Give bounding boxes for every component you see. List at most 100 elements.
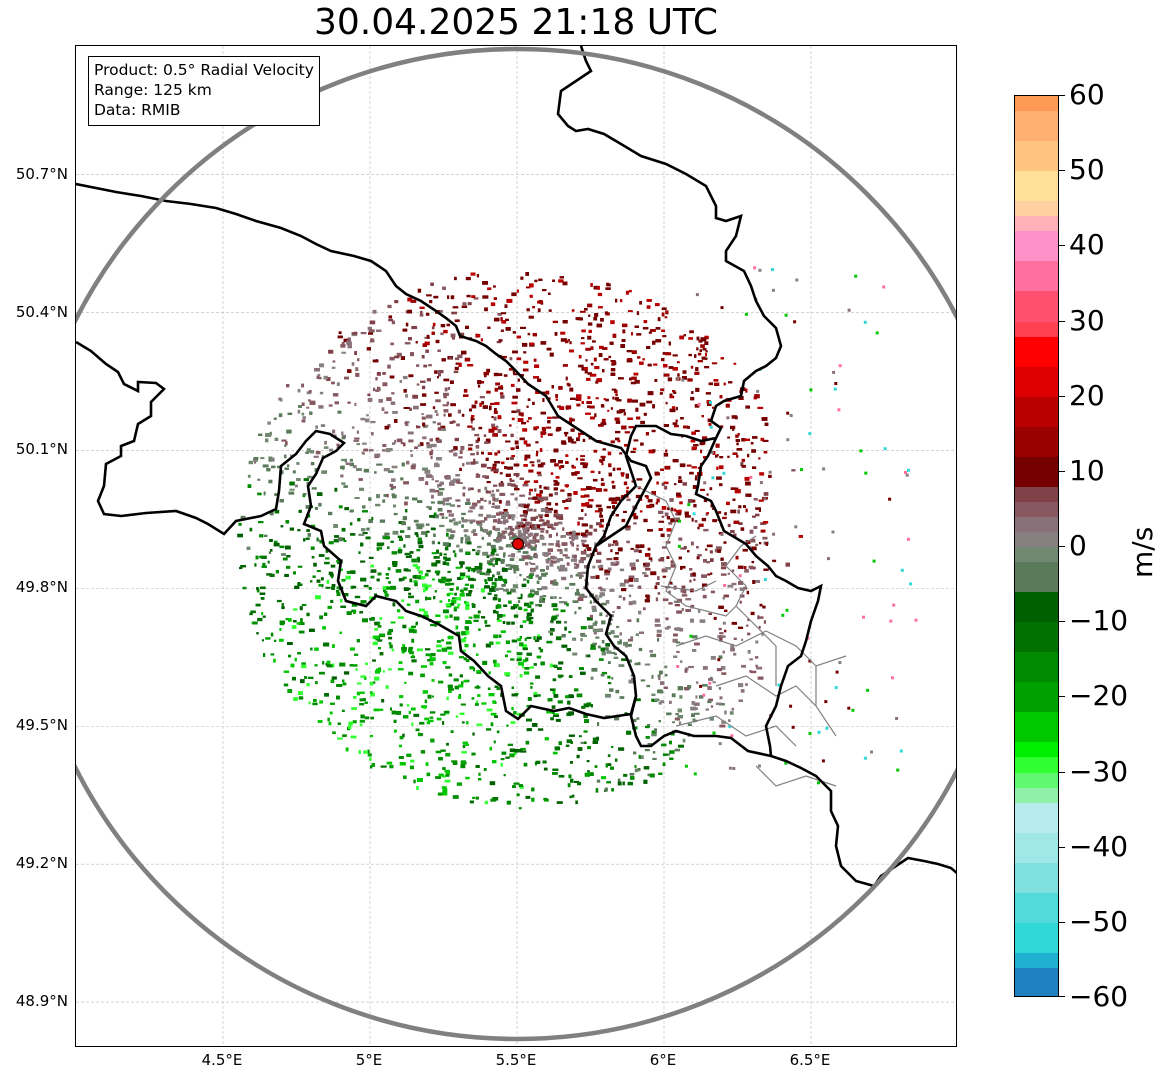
echo-pixel (497, 614, 503, 618)
echo-pixel (396, 438, 403, 443)
echo-pixel (603, 536, 607, 540)
echo-pixel (433, 514, 439, 519)
echo-pixel (517, 550, 521, 553)
echo-pixel (523, 536, 530, 539)
echo-pixel (565, 484, 569, 488)
echo-pixel (566, 739, 572, 744)
echo-pixel (658, 510, 664, 514)
echo-pixel (676, 492, 681, 496)
echo-pixel (308, 390, 312, 393)
echo-pixel (358, 533, 365, 536)
echo-pixel (702, 348, 707, 351)
echo-pixel (274, 437, 279, 441)
echo-pixel (422, 436, 427, 440)
echo-pixel (344, 507, 349, 511)
echo-pixel (752, 466, 757, 469)
echo-pixel (494, 527, 500, 532)
echo-pixel (289, 527, 294, 531)
echo-pixel (482, 475, 487, 478)
echo-pixel (328, 349, 334, 354)
echo-pixel (262, 562, 266, 567)
echo-pixel (733, 520, 740, 524)
echo-pixel (572, 531, 576, 535)
echo-pixel (610, 766, 614, 770)
echo-pixel (330, 564, 336, 568)
echo-pixel (279, 499, 284, 503)
echo-pixel (437, 349, 441, 352)
echo-pixel (625, 475, 629, 479)
echo-pixel (579, 310, 586, 313)
echo-pixel (350, 570, 356, 574)
echo-pixel (426, 505, 430, 509)
echo-pixel (555, 502, 559, 506)
echo-pixel (412, 575, 415, 579)
echo-pixel (386, 397, 392, 401)
echo-pixel (331, 584, 336, 587)
echo-pixel (635, 544, 640, 549)
echo-pixel (555, 398, 558, 401)
echo-pixel (437, 507, 443, 512)
echo-pixel (569, 349, 574, 353)
echo-pixel (465, 502, 471, 505)
echo-pixel (705, 708, 709, 711)
echo-pixel (588, 625, 594, 629)
echo-pixel (306, 391, 312, 395)
echo-pixel (581, 337, 585, 340)
echo-pixel (337, 737, 343, 740)
echo-pixel (657, 689, 663, 694)
echo-pixel (292, 470, 296, 474)
echo-pixel (341, 436, 346, 440)
echo-pixel (267, 421, 271, 425)
echo-pixel (614, 390, 618, 394)
echo-pixel (393, 719, 397, 723)
echo-pixel (460, 446, 465, 450)
echo-pixel (518, 558, 525, 561)
echo-pixel (452, 518, 456, 521)
echo-pixel (265, 637, 271, 640)
echo-pixel (490, 722, 494, 727)
echo-pixel (418, 733, 423, 737)
echo-pixel (558, 465, 562, 470)
echo-pixel (390, 621, 396, 624)
echo-pixel (482, 596, 486, 599)
echo-pixel (316, 539, 321, 542)
echo-pixel (630, 636, 634, 640)
echo-pixel (464, 357, 471, 362)
echo-pixel (505, 502, 511, 506)
echo-pixel (372, 387, 376, 392)
echo-pixel (632, 399, 638, 403)
echo-pixel (611, 363, 615, 366)
echo-pixel (722, 621, 726, 625)
echo-pixel (540, 435, 543, 438)
echo-pixel (785, 562, 790, 567)
echo-pixel (425, 349, 429, 353)
echo-pixel (559, 406, 565, 410)
echo-pixel (511, 517, 515, 521)
echo-pixel (791, 469, 796, 472)
radar-map[interactable] (75, 45, 957, 1047)
echo-pixel (664, 665, 668, 669)
echo-pixel (556, 426, 562, 431)
echo-pixel (420, 310, 423, 314)
echo-pixel (530, 686, 533, 689)
echo-pixel (434, 590, 437, 593)
echo-pixel (694, 371, 700, 375)
echo-pixel (590, 704, 593, 708)
echo-pixel (557, 405, 561, 408)
echo-pixel (657, 576, 660, 580)
echo-pixel (519, 477, 524, 480)
echo-pixel (258, 433, 263, 436)
echo-pixel (633, 439, 639, 442)
echo-pixel (459, 450, 463, 454)
echo-pixel (389, 764, 394, 769)
echo-pixel (497, 518, 501, 523)
echo-pixel (324, 612, 328, 616)
echo-pixel (522, 538, 528, 542)
echo-pixel (408, 374, 414, 378)
echo-pixel (599, 592, 605, 597)
echo-pixel (346, 611, 352, 615)
echo-pixel (513, 604, 519, 607)
echo-pixel (489, 781, 496, 786)
echo-pixel (606, 650, 612, 654)
echo-pixel (462, 741, 468, 744)
